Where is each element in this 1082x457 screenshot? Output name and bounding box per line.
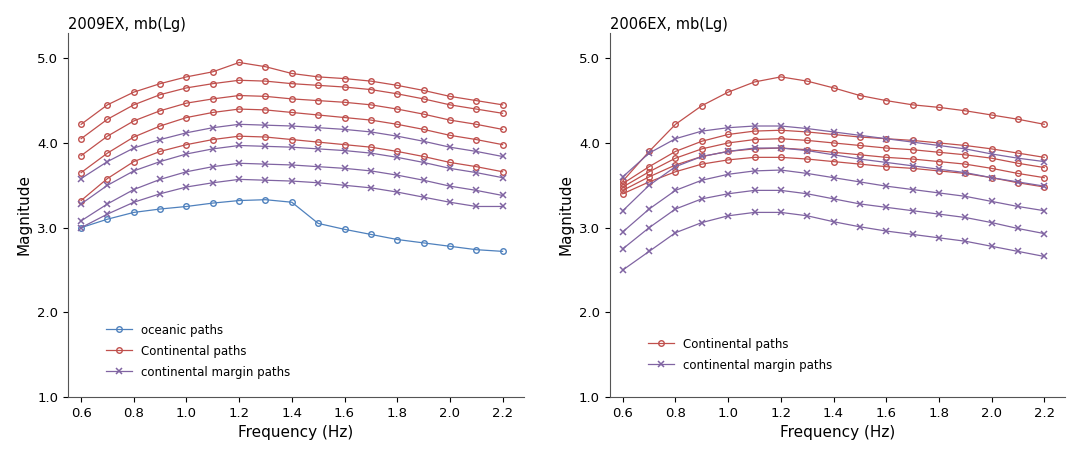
Continental paths <box>444 94 457 99</box>
continental margin paths <box>391 133 404 139</box>
continental margin paths <box>827 129 840 135</box>
oceanic paths <box>180 204 193 209</box>
continental margin paths <box>496 154 509 159</box>
oceanic paths <box>470 247 483 252</box>
Continental paths <box>880 98 893 103</box>
Continental paths <box>496 102 509 107</box>
continental margin paths <box>180 130 193 136</box>
continental margin paths <box>959 146 972 152</box>
Continental paths <box>391 83 404 88</box>
continental margin paths <box>669 136 682 142</box>
continental margin paths <box>101 159 114 165</box>
continental margin paths <box>154 137 167 142</box>
continental margin paths <box>617 174 630 180</box>
continental margin paths <box>643 150 656 156</box>
continental margin paths <box>985 151 998 157</box>
oceanic paths <box>417 240 430 246</box>
continental margin paths <box>128 145 141 151</box>
Continental paths <box>286 71 299 76</box>
continental margin paths <box>801 126 814 131</box>
Continental paths <box>775 74 788 80</box>
Continental paths <box>207 69 220 74</box>
oceanic paths <box>154 206 167 212</box>
Continental paths <box>417 88 430 93</box>
continental margin paths <box>417 138 430 144</box>
continental margin paths <box>696 128 709 134</box>
Continental paths <box>101 102 114 107</box>
continental margin paths <box>722 125 735 130</box>
continental margin paths <box>338 127 351 132</box>
continental margin paths <box>365 129 378 135</box>
Legend: oceanic paths, Continental paths, continental margin paths: oceanic paths, Continental paths, contin… <box>102 319 295 384</box>
continental margin paths <box>854 133 867 138</box>
Continental paths <box>180 74 193 80</box>
Continental paths <box>933 105 946 110</box>
Line: Continental paths: Continental paths <box>78 60 505 127</box>
Continental paths <box>233 60 246 65</box>
continental margin paths <box>1038 159 1051 165</box>
oceanic paths <box>365 232 378 237</box>
oceanic paths <box>101 217 114 222</box>
continental margin paths <box>207 125 220 130</box>
Continental paths <box>470 98 483 103</box>
oceanic paths <box>128 210 141 215</box>
continental margin paths <box>312 125 325 130</box>
Continental paths <box>854 93 867 98</box>
Continental paths <box>906 102 919 107</box>
oceanic paths <box>312 221 325 226</box>
Text: 2009EX, mb(Lg): 2009EX, mb(Lg) <box>68 16 186 32</box>
oceanic paths <box>444 244 457 249</box>
Continental paths <box>259 64 272 69</box>
Continental paths <box>801 78 814 84</box>
continental margin paths <box>444 144 457 150</box>
oceanic paths <box>75 225 88 230</box>
continental margin paths <box>906 139 919 145</box>
Continental paths <box>827 85 840 90</box>
Y-axis label: Magnitude: Magnitude <box>16 175 31 255</box>
Continental paths <box>365 78 378 84</box>
X-axis label: Frequency (Hz): Frequency (Hz) <box>238 425 354 441</box>
Continental paths <box>669 122 682 127</box>
continental margin paths <box>748 123 761 129</box>
Continental paths <box>75 122 88 127</box>
continental margin paths <box>775 123 788 129</box>
Continental paths <box>312 74 325 80</box>
continental margin paths <box>880 136 893 142</box>
X-axis label: Frequency (Hz): Frequency (Hz) <box>780 425 895 441</box>
Continental paths <box>643 149 656 154</box>
Continental paths <box>696 103 709 108</box>
oceanic paths <box>259 197 272 202</box>
oceanic paths <box>233 198 246 203</box>
Y-axis label: Magnitude: Magnitude <box>558 175 573 255</box>
Continental paths <box>128 90 141 95</box>
Line: continental margin paths: continental margin paths <box>619 122 1047 181</box>
oceanic paths <box>391 237 404 242</box>
continental margin paths <box>470 149 483 154</box>
oceanic paths <box>286 200 299 205</box>
continental margin paths <box>259 122 272 128</box>
Line: continental margin paths: continental margin paths <box>78 121 506 182</box>
continental margin paths <box>75 176 88 181</box>
continental margin paths <box>933 143 946 148</box>
Line: oceanic paths: oceanic paths <box>78 197 505 254</box>
Legend: Continental paths, continental margin paths: Continental paths, continental margin pa… <box>643 333 837 377</box>
Continental paths <box>959 108 972 113</box>
oceanic paths <box>207 200 220 206</box>
continental margin paths <box>233 122 246 127</box>
Continental paths <box>338 76 351 81</box>
Continental paths <box>748 79 761 85</box>
Line: Continental paths: Continental paths <box>620 74 1047 184</box>
Continental paths <box>985 112 998 118</box>
continental margin paths <box>286 123 299 129</box>
Text: 2006EX, mb(Lg): 2006EX, mb(Lg) <box>609 16 727 32</box>
Continental paths <box>722 90 735 95</box>
Continental paths <box>617 178 630 184</box>
Continental paths <box>154 81 167 86</box>
oceanic paths <box>338 227 351 232</box>
Continental paths <box>1038 122 1051 127</box>
oceanic paths <box>496 249 509 254</box>
Continental paths <box>1012 117 1025 122</box>
continental margin paths <box>1012 155 1025 161</box>
